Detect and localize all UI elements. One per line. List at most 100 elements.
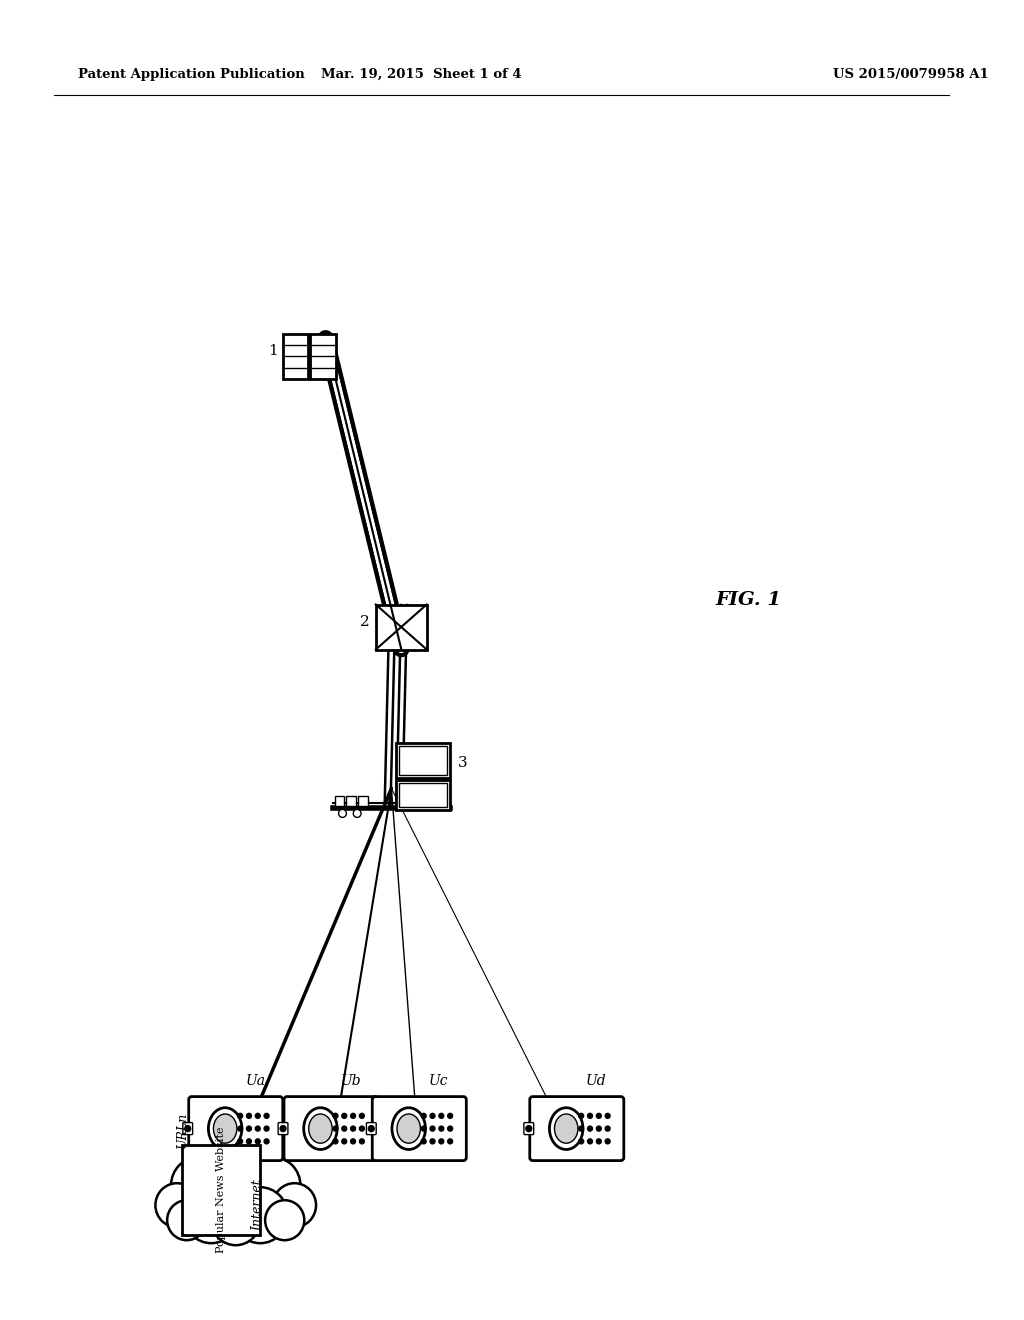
Circle shape	[430, 1139, 435, 1144]
Ellipse shape	[554, 1114, 578, 1143]
Text: Popular News Website: Popular News Website	[216, 1127, 226, 1254]
Text: Ua: Ua	[246, 1073, 265, 1088]
Circle shape	[238, 1113, 243, 1118]
Circle shape	[605, 1113, 610, 1118]
Ellipse shape	[550, 1107, 583, 1150]
Circle shape	[447, 1113, 453, 1118]
Bar	[399, 783, 447, 808]
Circle shape	[439, 1113, 443, 1118]
FancyBboxPatch shape	[373, 1097, 466, 1160]
Text: Internet: Internet	[251, 1179, 264, 1232]
Circle shape	[232, 1187, 288, 1243]
Circle shape	[273, 1183, 316, 1228]
Bar	[358, 796, 368, 807]
Circle shape	[605, 1126, 610, 1131]
Text: US 2015/0079958 A1: US 2015/0079958 A1	[833, 69, 988, 81]
Circle shape	[211, 1195, 260, 1245]
Text: Mar. 19, 2015  Sheet 1 of 4: Mar. 19, 2015 Sheet 1 of 4	[321, 69, 521, 81]
Ellipse shape	[304, 1107, 337, 1150]
Circle shape	[342, 1126, 347, 1131]
Circle shape	[238, 1126, 243, 1131]
Text: 1: 1	[268, 345, 278, 359]
Circle shape	[430, 1126, 435, 1131]
Text: URLn: URLn	[175, 1113, 188, 1148]
Circle shape	[596, 1126, 601, 1131]
Bar	[399, 746, 447, 775]
Circle shape	[246, 1158, 300, 1213]
Circle shape	[588, 1126, 593, 1131]
Circle shape	[579, 1126, 584, 1131]
Circle shape	[202, 1146, 270, 1216]
FancyBboxPatch shape	[367, 1122, 376, 1135]
Text: FIG. 1: FIG. 1	[715, 591, 781, 609]
Circle shape	[255, 1113, 260, 1118]
Circle shape	[167, 1200, 207, 1241]
Circle shape	[596, 1139, 601, 1144]
Circle shape	[333, 1113, 338, 1118]
Circle shape	[255, 1126, 260, 1131]
Circle shape	[353, 809, 361, 817]
Circle shape	[265, 1200, 304, 1241]
Circle shape	[184, 1187, 239, 1243]
Circle shape	[596, 1113, 601, 1118]
Bar	[335, 796, 344, 807]
Ellipse shape	[392, 1107, 425, 1150]
Circle shape	[350, 1113, 355, 1118]
Circle shape	[333, 1126, 338, 1131]
Circle shape	[588, 1139, 593, 1144]
Circle shape	[171, 1158, 226, 1213]
Bar	[346, 796, 356, 807]
Circle shape	[526, 1126, 531, 1131]
Circle shape	[447, 1139, 453, 1144]
Bar	[396, 780, 451, 810]
Circle shape	[184, 1126, 190, 1131]
Circle shape	[359, 1139, 365, 1144]
Circle shape	[247, 1139, 252, 1144]
Text: Patent Application Publication: Patent Application Publication	[79, 69, 305, 81]
Circle shape	[369, 1126, 374, 1131]
Circle shape	[255, 1139, 260, 1144]
Circle shape	[264, 1139, 269, 1144]
FancyBboxPatch shape	[529, 1097, 624, 1160]
Circle shape	[359, 1113, 365, 1118]
Circle shape	[421, 1126, 426, 1131]
Text: Ub: Ub	[340, 1073, 360, 1088]
FancyBboxPatch shape	[524, 1122, 534, 1135]
Bar	[376, 605, 427, 649]
Circle shape	[247, 1126, 252, 1131]
Text: 3: 3	[458, 756, 468, 771]
Circle shape	[439, 1126, 443, 1131]
Ellipse shape	[308, 1114, 332, 1143]
Circle shape	[247, 1113, 252, 1118]
Circle shape	[430, 1113, 435, 1118]
FancyBboxPatch shape	[279, 1122, 288, 1135]
Bar	[396, 743, 451, 779]
Circle shape	[339, 809, 346, 817]
Circle shape	[156, 1183, 199, 1228]
Circle shape	[579, 1139, 584, 1144]
Circle shape	[359, 1126, 365, 1131]
Circle shape	[579, 1113, 584, 1118]
Circle shape	[264, 1126, 269, 1131]
Circle shape	[421, 1113, 426, 1118]
Ellipse shape	[209, 1107, 242, 1150]
Circle shape	[281, 1126, 286, 1131]
Circle shape	[264, 1113, 269, 1118]
Bar	[283, 334, 308, 379]
Circle shape	[342, 1139, 347, 1144]
Ellipse shape	[213, 1114, 237, 1143]
Circle shape	[439, 1139, 443, 1144]
Text: Ud: Ud	[586, 1073, 606, 1088]
Text: Uc: Uc	[429, 1073, 449, 1088]
Circle shape	[350, 1126, 355, 1131]
Bar	[310, 334, 336, 379]
Circle shape	[238, 1139, 243, 1144]
Circle shape	[333, 1139, 338, 1144]
Circle shape	[605, 1139, 610, 1144]
Text: 2: 2	[360, 615, 370, 630]
Circle shape	[342, 1113, 347, 1118]
FancyBboxPatch shape	[284, 1097, 378, 1160]
Ellipse shape	[397, 1114, 421, 1143]
Circle shape	[588, 1113, 593, 1118]
Bar	[182, 1146, 260, 1236]
